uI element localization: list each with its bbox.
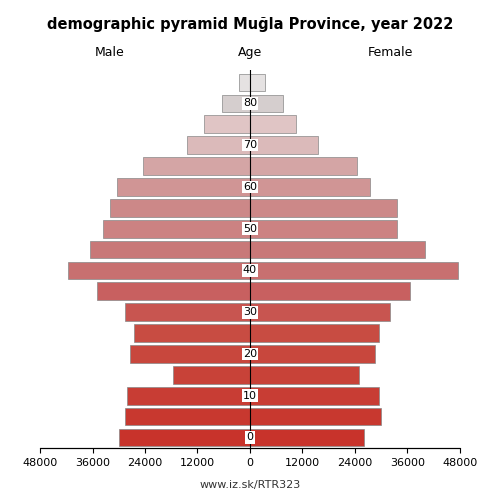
Bar	[250, 74, 266, 92]
Bar	[104, 220, 250, 238]
Bar	[174, 366, 250, 384]
Text: www.iz.sk/RTR323: www.iz.sk/RTR323	[200, 480, 300, 490]
Text: 80: 80	[243, 98, 257, 108]
Text: 20: 20	[243, 349, 257, 359]
Bar	[250, 116, 296, 133]
Bar	[239, 74, 250, 92]
Bar	[250, 282, 410, 300]
Bar	[250, 408, 382, 426]
Bar	[250, 94, 283, 112]
Text: 30: 30	[243, 307, 257, 317]
Bar	[250, 157, 357, 175]
Bar	[118, 428, 250, 446]
Bar	[250, 136, 318, 154]
Bar	[90, 240, 250, 258]
Bar	[204, 116, 250, 133]
Bar	[222, 94, 250, 112]
Bar	[250, 178, 370, 196]
Bar	[116, 178, 250, 196]
Bar	[126, 408, 250, 426]
Bar	[250, 366, 360, 384]
Text: Female: Female	[368, 46, 412, 59]
Text: 70: 70	[243, 140, 257, 150]
Bar	[68, 262, 250, 280]
Bar	[134, 324, 250, 342]
Bar	[97, 282, 250, 300]
Text: 10: 10	[243, 390, 257, 400]
Bar	[250, 428, 364, 446]
Bar	[143, 157, 250, 175]
Text: demographic pyramid Muğla Province, year 2022: demographic pyramid Muğla Province, year…	[47, 18, 453, 32]
Bar	[250, 262, 458, 280]
Bar	[250, 304, 390, 321]
Bar	[250, 220, 396, 238]
Bar	[186, 136, 250, 154]
Bar	[250, 199, 396, 216]
Bar	[110, 199, 250, 216]
Bar	[126, 304, 250, 321]
Bar	[250, 240, 425, 258]
Bar	[250, 387, 379, 404]
Bar	[250, 324, 379, 342]
Text: 40: 40	[243, 266, 257, 276]
Bar	[250, 345, 374, 363]
Text: 50: 50	[243, 224, 257, 234]
Bar	[130, 345, 250, 363]
Text: 0: 0	[246, 432, 254, 442]
Text: 60: 60	[243, 182, 257, 192]
Bar	[128, 387, 250, 404]
Text: Male: Male	[95, 46, 125, 59]
Text: Age: Age	[238, 46, 262, 59]
